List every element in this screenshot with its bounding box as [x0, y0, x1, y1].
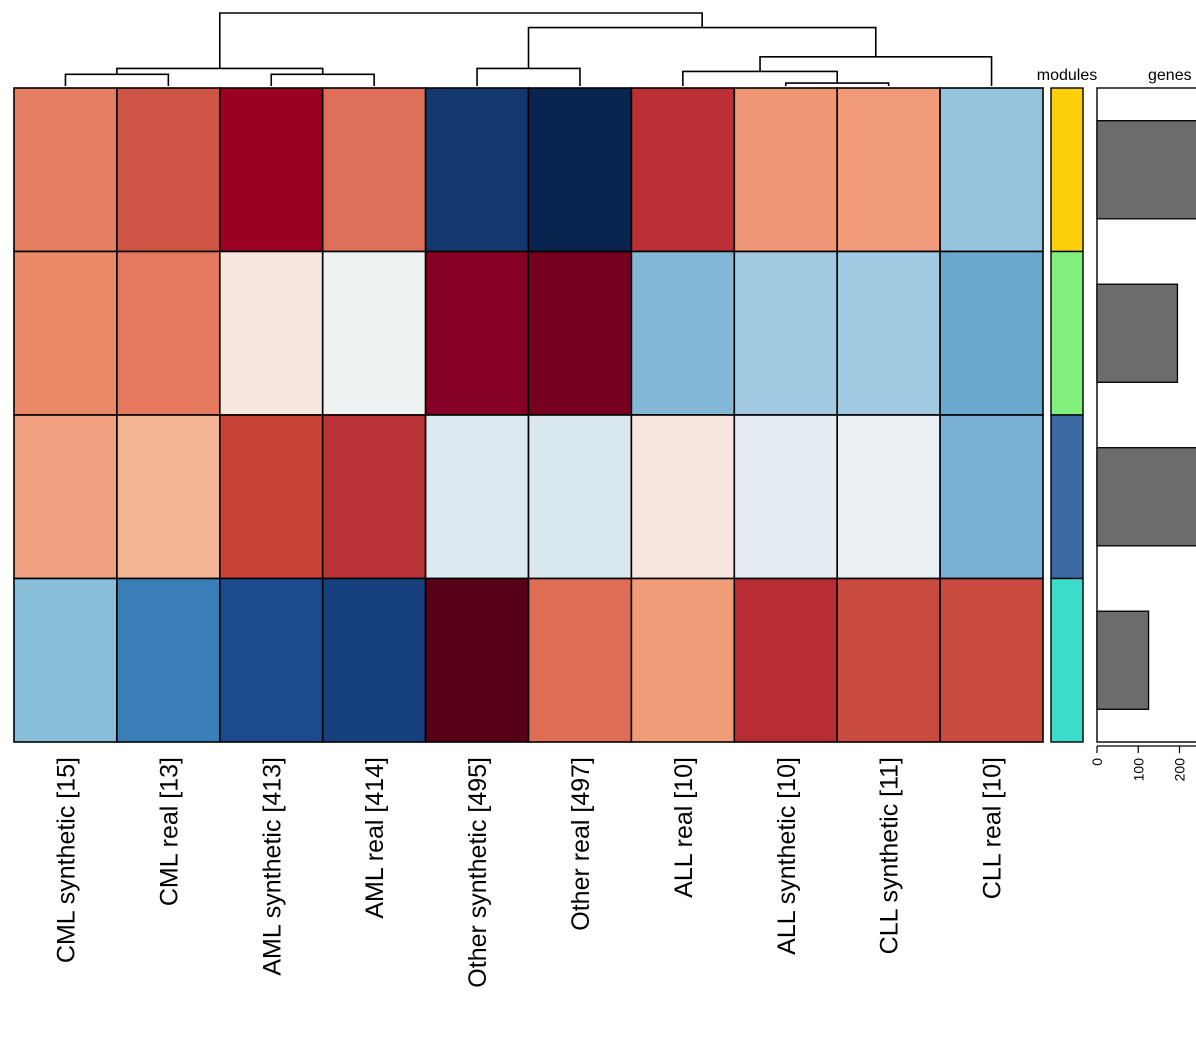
- heatmap-cell-r3-c9: [836, 414, 941, 580]
- column-label: Other synthetic [495]: [464, 757, 492, 988]
- dendrogram-branch: [270, 73, 375, 86]
- dendrogram-branch: [476, 67, 581, 86]
- heatmap-cell-r1-c3: [219, 87, 324, 253]
- heatmap-cell-r1-c5: [424, 87, 530, 253]
- heatmap-cells: [13, 87, 1044, 743]
- heatmap-cell-r2-c2: [116, 250, 221, 416]
- modules-annotation: [1050, 87, 1084, 743]
- column-label: Other real [497]: [567, 757, 595, 931]
- heatmap-cell-r4-c8: [733, 577, 838, 743]
- heatmap-cell-r4-c5: [424, 577, 530, 743]
- heatmap-cell-r4-c9: [836, 577, 941, 743]
- heatmap-cell-r4-c4: [321, 577, 427, 743]
- module-swatch-1: [1050, 87, 1084, 253]
- modules-title: modules: [1037, 67, 1097, 84]
- column-label: CLL real [10]: [979, 757, 1007, 899]
- heatmap-cell-r4-c1: [13, 577, 118, 743]
- heatmap-cell-r1-c9: [836, 87, 941, 253]
- heatmap-cell-r1-c2: [116, 87, 221, 253]
- module-swatch-2: [1050, 250, 1084, 416]
- column-label: AML real [414]: [361, 757, 389, 919]
- column-label: AML synthetic [413]: [258, 757, 286, 976]
- column-label: CLL synthetic [11]: [876, 757, 904, 954]
- dendrogram-branch: [784, 82, 890, 86]
- column-label: CML synthetic [15]: [52, 757, 80, 963]
- heatmap-cell-r4-c2: [116, 577, 221, 743]
- genes-panel-frame: [1096, 87, 1196, 743]
- heatmap-cell-r1-c1: [13, 87, 118, 253]
- heatmap-cell-r1-c7: [630, 87, 736, 253]
- heatmap-cell-r2-c1: [13, 250, 118, 416]
- heatmap-cell-r4-c6: [527, 577, 633, 743]
- heatmap-cell-r3-c10: [939, 414, 1044, 580]
- module-swatch-4: [1050, 577, 1084, 743]
- heatmap-cell-r3-c8: [733, 414, 838, 580]
- heatmap-cell-r3-c7: [630, 414, 736, 580]
- heatmap-cell-r1-c8: [733, 87, 838, 253]
- genes-tick-label: 200: [1172, 758, 1188, 782]
- genes-title: genes: [1148, 67, 1192, 84]
- heatmap-cell-r1-c4: [321, 87, 427, 253]
- dendrogram-branch: [116, 67, 324, 75]
- heatmap-cell-r2-c10: [939, 250, 1044, 416]
- genes-bar-4: [1096, 610, 1150, 710]
- heatmap-cell-r2-c4: [321, 250, 427, 416]
- genes-tick-label: 100: [1130, 758, 1146, 782]
- genes-barplot: 0 100 200: [1089, 87, 1196, 782]
- genes-tick-label: 0: [1089, 758, 1105, 766]
- column-label: ALL real [10]: [670, 757, 698, 898]
- heatmap-cell-r3-c5: [424, 414, 530, 580]
- heatmap-cell-r2-c9: [836, 250, 941, 416]
- genes-bar-1: [1096, 120, 1196, 220]
- heatmap-cell-r1-c6: [527, 87, 633, 253]
- dendrogram-branch: [527, 26, 877, 69]
- heatmap-cell-r1-c10: [939, 87, 1044, 253]
- module-swatch-3: [1050, 414, 1084, 580]
- dendrogram-branch: [219, 12, 703, 69]
- heatmap-cell-r4-c10: [939, 577, 1044, 743]
- heatmap-cell-r2-c8: [733, 250, 838, 416]
- column-labels: CML synthetic [15] CML real [13] AML synth…: [52, 757, 1006, 988]
- heatmap-cell-r4-c7: [630, 577, 736, 743]
- heatmap-cell-r3-c1: [13, 414, 118, 580]
- dendrogram-branch: [64, 73, 170, 86]
- column-dendrogram: [64, 12, 993, 86]
- heatmap-cell-r3-c6: [527, 414, 633, 580]
- heatmap-cell-r4-c3: [219, 577, 324, 743]
- heatmap-cell-r2-c6: [527, 250, 633, 416]
- heatmap-cell-r3-c4: [321, 414, 427, 580]
- heatmap-cell-r3-c3: [219, 414, 324, 580]
- heatmap-cell-r2-c3: [219, 250, 324, 416]
- genes-bar-2: [1096, 283, 1179, 383]
- heatmap-cell-r3-c2: [116, 414, 221, 580]
- heatmap-cell-r2-c5: [424, 250, 530, 416]
- genes-bar-3: [1096, 447, 1196, 547]
- column-label: ALL synthetic [10]: [773, 757, 801, 955]
- column-label: CML real [13]: [155, 757, 183, 906]
- heatmap-cell-r2-c7: [630, 250, 736, 416]
